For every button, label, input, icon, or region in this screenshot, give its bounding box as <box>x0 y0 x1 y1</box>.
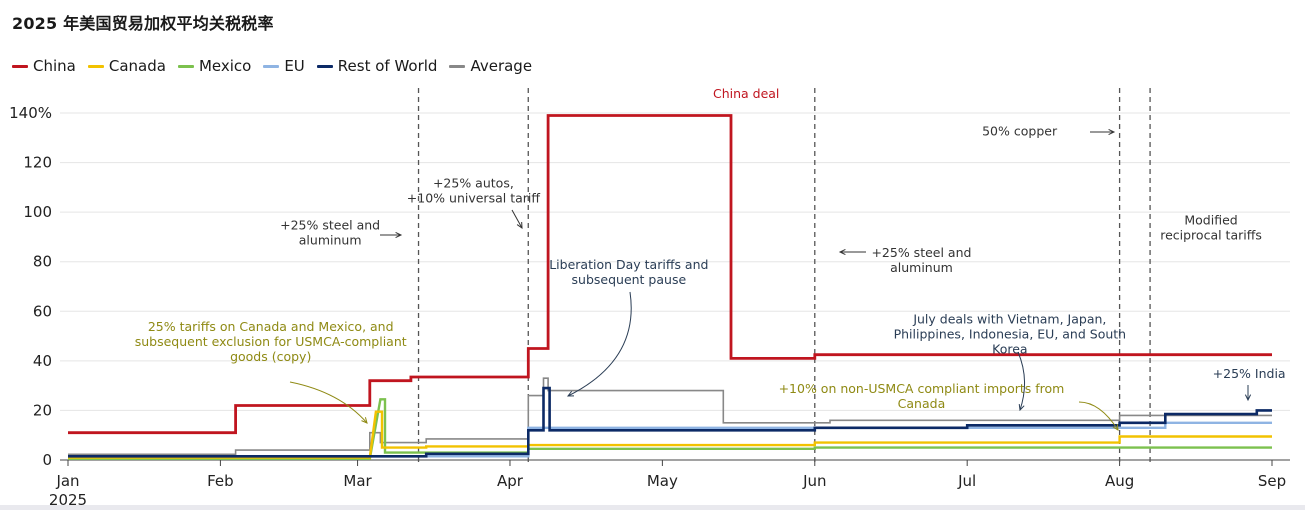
x-tick-label-jun: Jun <box>802 472 826 490</box>
annotation-china-deal: China deal <box>713 86 779 101</box>
annotation-steel1: +25% steel and aluminum <box>280 217 380 247</box>
annotation-liberation-line-1: Liberation Day tariffs and <box>549 257 708 272</box>
annotation-steel1-line-1: +25% steel and <box>280 217 380 232</box>
series-line-rest <box>68 386 1272 458</box>
annotation-steel2-line-1: +25% steel and <box>871 245 971 260</box>
legend-label-eu: EU <box>284 57 305 75</box>
legend-swatch-mexico <box>177 64 194 68</box>
chart-title: 2025 年美国贸易加权平均关税税率 <box>12 14 274 33</box>
legend-label-china: China <box>33 57 76 75</box>
annotation-steel2: +25% steel and aluminum <box>871 245 971 275</box>
arrow-non-usmca-head <box>1112 423 1119 431</box>
arrow-july-head <box>1018 403 1025 412</box>
annotation-china-deal-line-1: China deal <box>713 86 779 101</box>
x-tick-label-feb: Feb <box>207 472 234 490</box>
series-line-eu <box>68 421 1272 458</box>
x-tick-label-jan: Jan <box>55 472 79 490</box>
x-tick-label-apr: Apr <box>497 472 524 490</box>
annotation-autos: +25% autos, +10% universal tariff <box>407 175 541 205</box>
series-line-china <box>68 114 1272 435</box>
annotation-july-line-1: July deals with Vietnam, Japan, <box>912 312 1106 327</box>
legend-swatch-eu <box>263 64 280 68</box>
arrow-steel1-head <box>395 231 403 239</box>
series-line-canada <box>68 410 1272 459</box>
legend-item-average: Average <box>449 57 532 75</box>
annotation-july: July deals with Vietnam, Japan, Philippin… <box>894 312 1127 357</box>
annotation-usmca: 25% tariffs on Canada and Mexico, and sub… <box>135 319 407 364</box>
arrow-india-head <box>1244 394 1252 402</box>
annotation-india: +25% India <box>1213 366 1286 381</box>
annotation-modified-line-1: Modified <box>1184 213 1237 228</box>
arrow-july <box>1017 351 1025 411</box>
annotation-usmca-line-2: subsequent exclusion for USMCA-compliant <box>135 334 407 349</box>
x-tick-label-sep: Sep <box>1258 472 1286 490</box>
legend-swatch-canada <box>87 64 104 68</box>
annotation-steel1-line-2: aluminum <box>299 232 362 247</box>
legend-item-canada: Canada <box>87 57 166 75</box>
annotation-non-usmca-line-1: +10% on non-USMCA compliant imports from <box>779 381 1065 396</box>
annotation-liberation: Liberation Day tariffs and subsequent pau… <box>549 257 708 287</box>
legend-label-rest-of-world: Rest of World <box>337 57 438 75</box>
annotation-usmca-line-3: goods (copy) <box>230 349 311 364</box>
legend-label-mexico: Mexico <box>198 57 252 75</box>
arrow-usmca <box>289 381 368 424</box>
annotation-july-line-2: Philippines, Indonesia, EU, and South <box>894 327 1127 342</box>
legend-swatch-china <box>12 64 28 68</box>
y-tick-label-120: 120 <box>23 154 52 172</box>
y-tick-label-40: 40 <box>33 352 52 370</box>
arrow-steel2-head <box>838 248 846 256</box>
y-tick-label-60: 60 <box>33 302 52 320</box>
annotation-modified-line-2: reciprocal tariffs <box>1160 228 1262 243</box>
annotation-non-usmca: +10% on non-USMCA compliant imports from… <box>779 381 1065 411</box>
annotation-july-line-3: Korea <box>992 342 1027 357</box>
annotation-copper-line-1: 50% copper <box>982 123 1058 138</box>
annotation-india-line-1: +25% India <box>1213 366 1286 381</box>
legend-item-mexico: Mexico <box>177 57 252 75</box>
legend-swatch-rest-of-world <box>316 64 333 68</box>
legend-label-canada: Canada <box>108 57 166 75</box>
legend-label-average: Average <box>470 57 533 75</box>
legend: China Canada Mexico EU Rest of World Ave… <box>12 57 544 75</box>
x-tick-label-may: May <box>647 472 678 490</box>
annotation-usmca-line-1: 25% tariffs on Canada and Mexico, and <box>148 319 394 334</box>
x-tick-label-aug: Aug <box>1105 472 1134 490</box>
legend-swatch-average <box>449 64 466 68</box>
arrow-non-usmca <box>1078 401 1119 431</box>
x-tick-label-jul: Jul <box>957 472 976 490</box>
x-tick-sublabel-year: 2025 <box>49 491 87 509</box>
x-tick-label-mar: Mar <box>343 472 372 490</box>
arrow-copper-head <box>1108 128 1116 136</box>
y-tick-label-80: 80 <box>33 253 52 271</box>
annotation-liberation-line-2: subsequent pause <box>572 272 687 287</box>
annotation-autos-line-2: +10% universal tariff <box>407 190 541 205</box>
arrow-autos-head <box>516 221 523 230</box>
y-tick-label-20: 20 <box>33 401 52 419</box>
legend-item-rest-of-world: Rest of World <box>316 57 438 75</box>
y-tick-label-0: 0 <box>42 451 52 469</box>
arrow-usmca-head <box>361 417 368 424</box>
arrow-autos <box>511 209 523 229</box>
legend-item-eu: EU <box>263 57 305 75</box>
annotation-modified: Modified reciprocal tariffs <box>1160 213 1262 243</box>
y-tick-label-100: 100 <box>23 203 52 221</box>
legend-item-china: China <box>12 57 76 75</box>
annotation-copper: 50% copper <box>982 123 1058 138</box>
arrow-liberation <box>567 291 632 397</box>
annotation-non-usmca-line-2: Canada <box>898 396 946 411</box>
bottom-scrollbar-track <box>0 505 1305 510</box>
annotation-autos-line-1: +25% autos, <box>433 175 514 190</box>
y-tick-label-140: 140% <box>9 104 52 122</box>
series-line-average <box>68 377 1272 456</box>
annotation-steel2-line-2: aluminum <box>890 260 953 275</box>
arrow-liberation-head <box>566 390 575 397</box>
